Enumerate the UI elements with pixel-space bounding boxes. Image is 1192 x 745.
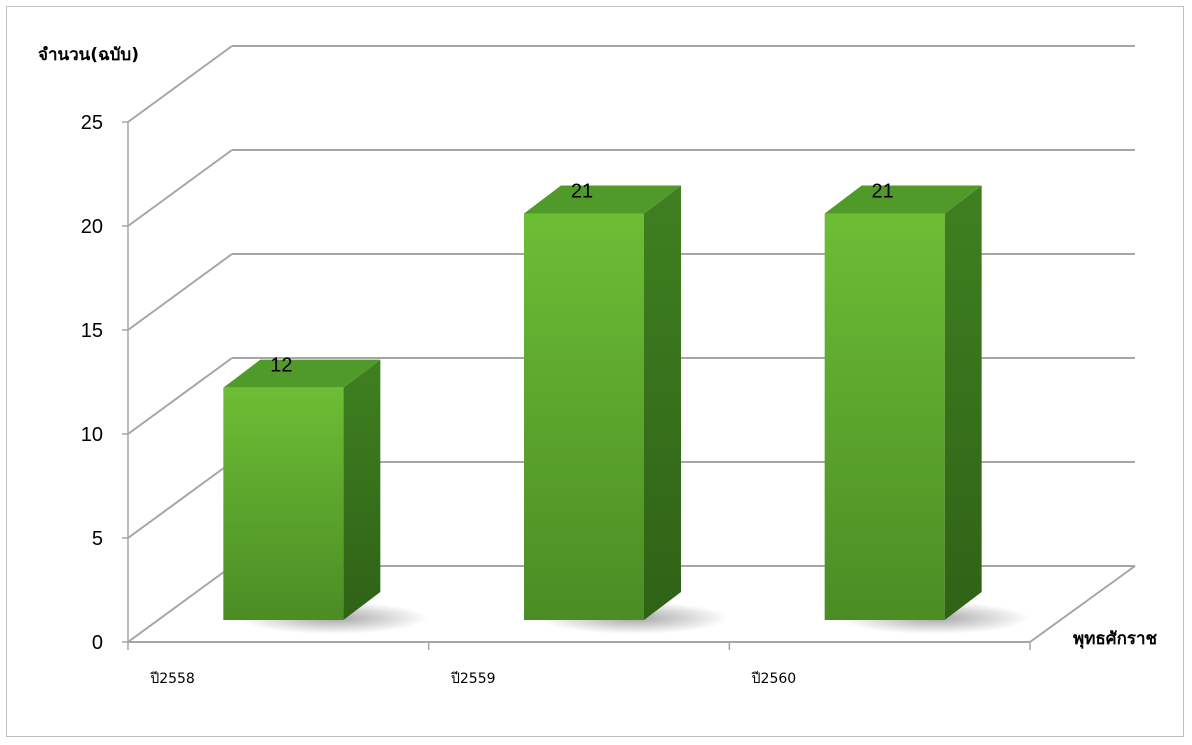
gridline-side [127,149,233,227]
bar-side [343,359,381,620]
data-label: 21 [571,180,593,202]
gridline-side [127,253,233,331]
axes: 0 5 10 15 20 25 ปี2558 ปี2559 ปี2560 [81,112,1031,687]
bar-group: 21 [524,180,729,634]
bar [524,213,644,620]
y-tick-label: 25 [81,112,103,134]
x-tick-label: ปี2560 [751,671,796,687]
bar [223,387,344,620]
floor-right-edge [1029,565,1136,643]
bar [824,213,945,620]
bar-top [524,185,681,214]
gridline-side [127,565,233,643]
y-axis-title: จำนวน(ฉบับ) [38,45,139,65]
data-label: 12 [270,355,292,377]
x-axis-title: พุทธศักราช [1073,629,1158,649]
bar-group: 12 [223,355,429,634]
bars: 12 21 21 [223,180,1030,634]
y-tick-label: 10 [81,424,103,446]
y-tick-label: 5 [92,528,103,550]
y-tick-label: 15 [81,320,103,342]
bar-top [223,359,381,388]
bar-side [644,185,681,620]
y-tick-label: 0 [92,632,103,654]
x-tick-label: ปี2558 [150,671,195,687]
data-label: 21 [872,180,894,202]
bar-side [944,185,982,620]
gridline-side [127,461,233,539]
x-tick-label: ปี2559 [451,671,496,687]
gridline-side [127,357,233,435]
y-tick-label: 20 [81,216,103,238]
bar-group: 21 [824,180,1030,634]
gridline-side [127,45,233,123]
bar-top [824,185,982,214]
gridlines [127,45,1136,643]
